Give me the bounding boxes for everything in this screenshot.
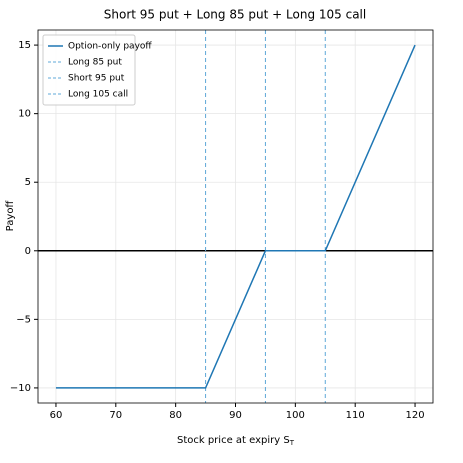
x-tick-label: 70 xyxy=(109,410,122,421)
x-tick-label: 100 xyxy=(286,410,305,421)
legend-label: Option-only payoff xyxy=(68,42,152,52)
x-axis-label: Stock price at expiry ST xyxy=(177,435,295,447)
legend-label: Long 105 call xyxy=(68,90,128,100)
y-tick-label: 0 xyxy=(25,246,31,257)
x-tick-label: 90 xyxy=(229,410,242,421)
y-axis-label: Payoff xyxy=(5,200,16,232)
legend-box xyxy=(42,34,136,106)
payoff-line xyxy=(55,44,416,389)
y-tick-label: −10 xyxy=(10,383,31,394)
chart-title: Short 95 put + Long 85 put + Long 105 ca… xyxy=(104,8,366,22)
legend-label: Long 85 put xyxy=(68,58,122,68)
x-tick-label: 110 xyxy=(346,410,365,421)
y-tick-label: −5 xyxy=(16,314,31,325)
y-tick-label: 10 xyxy=(18,109,31,120)
plot-frame xyxy=(37,29,434,404)
y-tick-label: 15 xyxy=(18,40,31,51)
legend-label: Short 95 put xyxy=(68,74,125,84)
y-tick-label: 5 xyxy=(25,177,31,188)
x-tick-label: 60 xyxy=(50,410,63,421)
legend: Option-only payoff Long 85 put Short 95 pu… xyxy=(42,34,152,106)
x-tick-label: 80 xyxy=(169,410,182,421)
x-tick-label: 120 xyxy=(405,410,424,421)
